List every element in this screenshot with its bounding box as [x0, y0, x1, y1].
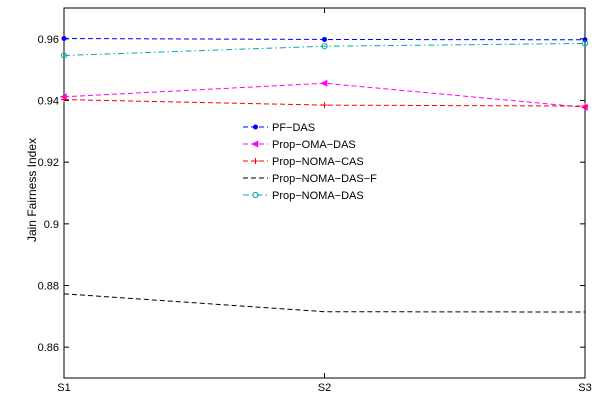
x-tick-label: S3: [578, 382, 591, 394]
legend-item-5: Prop−NOMA−DAS: [243, 190, 364, 202]
legend-label: Prop−OMA−DAS: [272, 139, 356, 151]
legend-item-4: Prop−NOMA−DAS−F: [243, 173, 377, 185]
series-layer: [59, 36, 589, 313]
legend-marker: [252, 158, 259, 164]
data-point-s5-s2: [321, 43, 328, 50]
legend-marker: [253, 124, 258, 130]
legend-label: PF−DAS: [272, 122, 315, 134]
data-point-s1-s2: [322, 36, 327, 42]
y-tick-label: 0.94: [38, 96, 59, 108]
legend-item-1: PF−DAS: [243, 122, 315, 134]
data-point-s2-s2: [320, 79, 328, 87]
data-point-s5-s1: [60, 52, 68, 59]
legend-label: Prop−NOMA−DAS−F: [272, 173, 377, 185]
x-tick-label: S1: [57, 382, 70, 394]
legend-label: Prop−NOMA−CAS: [272, 156, 364, 168]
data-point-s3-s3: [582, 103, 588, 110]
x-tick-label: S2: [318, 382, 331, 394]
legend: PF−DAS Prop−OMA−DAS Prop−NOMA−CAS Prop−NOMA…: [243, 122, 377, 202]
y-tick-label: 0.96: [38, 34, 59, 46]
data-point-s3-s1: [61, 96, 67, 103]
legend-marker: [251, 140, 259, 148]
data-point-s3-s2: [321, 102, 328, 109]
legend-item-3: Prop−NOMA−CAS: [243, 156, 364, 168]
series-line-4: [63, 293, 586, 313]
y-axis-label: Jain Fairness Index: [25, 138, 39, 242]
series-line-5: [63, 42, 586, 56]
axes: 0.86 0.88 0.9 0.92 0.94 0.96 S1 S2 S3: [38, 7, 592, 394]
data-point-s5-s3: [581, 40, 589, 47]
legend-item-2: Prop−OMA−DAS: [243, 139, 356, 151]
legend-label: Prop−NOMA−DAS: [272, 190, 364, 202]
y-tick-label: 0.9: [44, 219, 59, 231]
legend-marker: [252, 191, 259, 199]
y-tick-label: 0.88: [38, 281, 59, 293]
y-tick-label: 0.92: [38, 157, 59, 169]
y-tick-label: 0.86: [38, 342, 59, 354]
data-point-s1-s1: [61, 36, 67, 42]
